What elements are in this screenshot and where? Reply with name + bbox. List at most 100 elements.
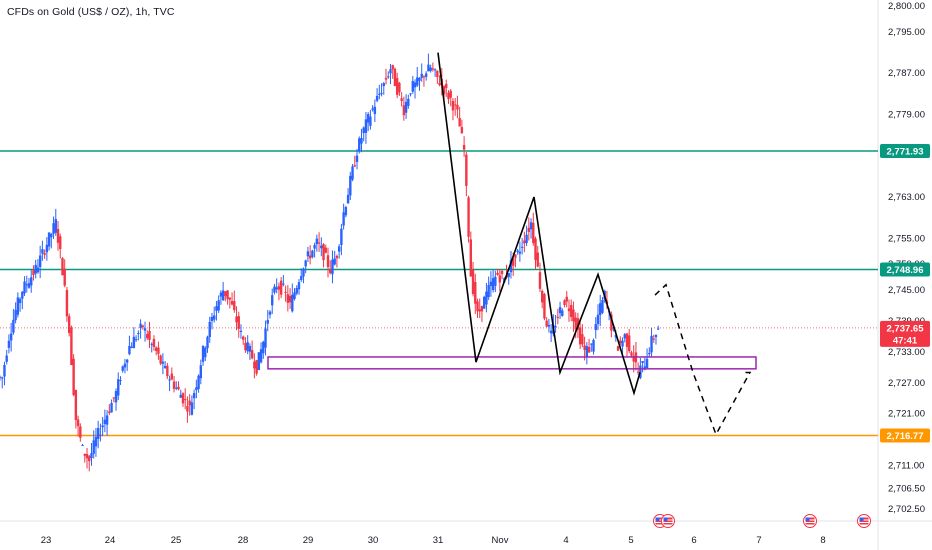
candle-body bbox=[105, 415, 109, 425]
candle-body bbox=[610, 314, 613, 331]
candle-body bbox=[146, 334, 149, 339]
candle-body bbox=[18, 298, 22, 304]
candle-body bbox=[23, 281, 26, 294]
y-tick-label: 2,702.50 bbox=[888, 504, 925, 515]
candle-body bbox=[427, 64, 430, 72]
candle-body bbox=[476, 301, 479, 312]
candle-body bbox=[337, 246, 341, 252]
candle-body bbox=[594, 324, 597, 331]
candle-body bbox=[322, 244, 325, 261]
candle-body bbox=[308, 255, 312, 259]
x-tick-label: 7 bbox=[756, 535, 761, 546]
candle-body bbox=[197, 375, 200, 390]
y-tick-label: 2,800.00 bbox=[888, 1, 925, 12]
candle-body bbox=[549, 330, 553, 334]
candle-body bbox=[402, 105, 406, 116]
candle-body bbox=[143, 328, 147, 331]
candle-body bbox=[498, 275, 502, 283]
y-tick-label: 2,727.00 bbox=[888, 378, 925, 389]
candle-body bbox=[369, 116, 372, 126]
current-price-tag bbox=[880, 320, 930, 347]
candle-body bbox=[112, 397, 115, 399]
candle-body bbox=[380, 92, 383, 94]
candle-body bbox=[554, 326, 557, 328]
candle-body bbox=[590, 343, 593, 345]
x-tick-label: 25 bbox=[171, 535, 182, 546]
candle-body bbox=[650, 335, 653, 353]
candle-body bbox=[25, 284, 28, 286]
candle-body bbox=[16, 297, 20, 315]
candle-body bbox=[576, 318, 580, 330]
y-tick-label: 2,763.00 bbox=[888, 192, 925, 203]
candle-body bbox=[233, 301, 236, 311]
candle-body bbox=[3, 364, 6, 377]
candle-body bbox=[101, 425, 104, 428]
candle-body bbox=[583, 345, 586, 351]
candle-body bbox=[592, 339, 595, 352]
candle-body bbox=[599, 303, 602, 316]
candle-body bbox=[63, 268, 66, 286]
candle-body bbox=[547, 324, 551, 327]
y-tick-label: 2,795.00 bbox=[888, 27, 925, 38]
candle-body bbox=[471, 269, 475, 295]
candle-body bbox=[652, 338, 655, 340]
candle-body bbox=[273, 286, 276, 293]
candle-body bbox=[657, 328, 660, 330]
demand-zone bbox=[267, 356, 757, 370]
x-tick-label: 30 bbox=[368, 535, 379, 546]
candle-body bbox=[507, 273, 510, 278]
candle-body bbox=[489, 281, 493, 286]
projection-line bbox=[654, 283, 752, 437]
candle-body bbox=[389, 69, 392, 74]
candle-body bbox=[0, 376, 2, 378]
candle-body bbox=[119, 380, 122, 382]
candle-body bbox=[277, 286, 281, 290]
candle-body bbox=[125, 359, 129, 363]
candle-body bbox=[636, 371, 640, 373]
candle-body bbox=[398, 82, 401, 93]
candle-body bbox=[56, 228, 60, 243]
candle-body bbox=[85, 454, 89, 459]
candle-body bbox=[248, 346, 252, 352]
candle-body bbox=[262, 341, 265, 354]
candle-body bbox=[565, 296, 568, 302]
candle-body bbox=[123, 363, 127, 368]
x-tick-label: 23 bbox=[41, 535, 52, 546]
candle-body bbox=[27, 283, 31, 288]
candle-body bbox=[360, 137, 363, 144]
candle-body bbox=[81, 444, 84, 446]
candle-body bbox=[632, 355, 635, 362]
candle-body bbox=[159, 355, 162, 364]
candle-body bbox=[378, 93, 381, 95]
candle-body bbox=[456, 104, 459, 110]
candle-body bbox=[630, 352, 633, 356]
candle-body bbox=[616, 346, 620, 351]
candle-body bbox=[257, 352, 261, 370]
candle-body bbox=[166, 365, 169, 377]
candle-body bbox=[362, 127, 365, 134]
candle-body bbox=[38, 255, 42, 268]
candle-body bbox=[134, 339, 138, 341]
candle-body bbox=[14, 309, 17, 321]
candle-body bbox=[645, 358, 649, 369]
candle-body bbox=[300, 276, 303, 280]
candle-body bbox=[32, 270, 35, 275]
candle-body bbox=[54, 219, 57, 233]
candle-body bbox=[217, 300, 220, 311]
candle-body bbox=[168, 379, 171, 381]
candle-body bbox=[70, 327, 73, 366]
candle-body bbox=[445, 83, 448, 88]
candle-body bbox=[407, 98, 410, 106]
candle-body bbox=[302, 268, 305, 277]
candle-body bbox=[59, 236, 62, 250]
candle-body bbox=[99, 434, 102, 436]
candle-body bbox=[288, 295, 292, 303]
candle-body bbox=[447, 92, 450, 100]
candle-body bbox=[525, 234, 528, 244]
candle-body bbox=[641, 360, 644, 363]
candle-body bbox=[462, 144, 466, 150]
candle-body bbox=[482, 296, 486, 309]
x-tick-label: 4 bbox=[563, 535, 568, 546]
